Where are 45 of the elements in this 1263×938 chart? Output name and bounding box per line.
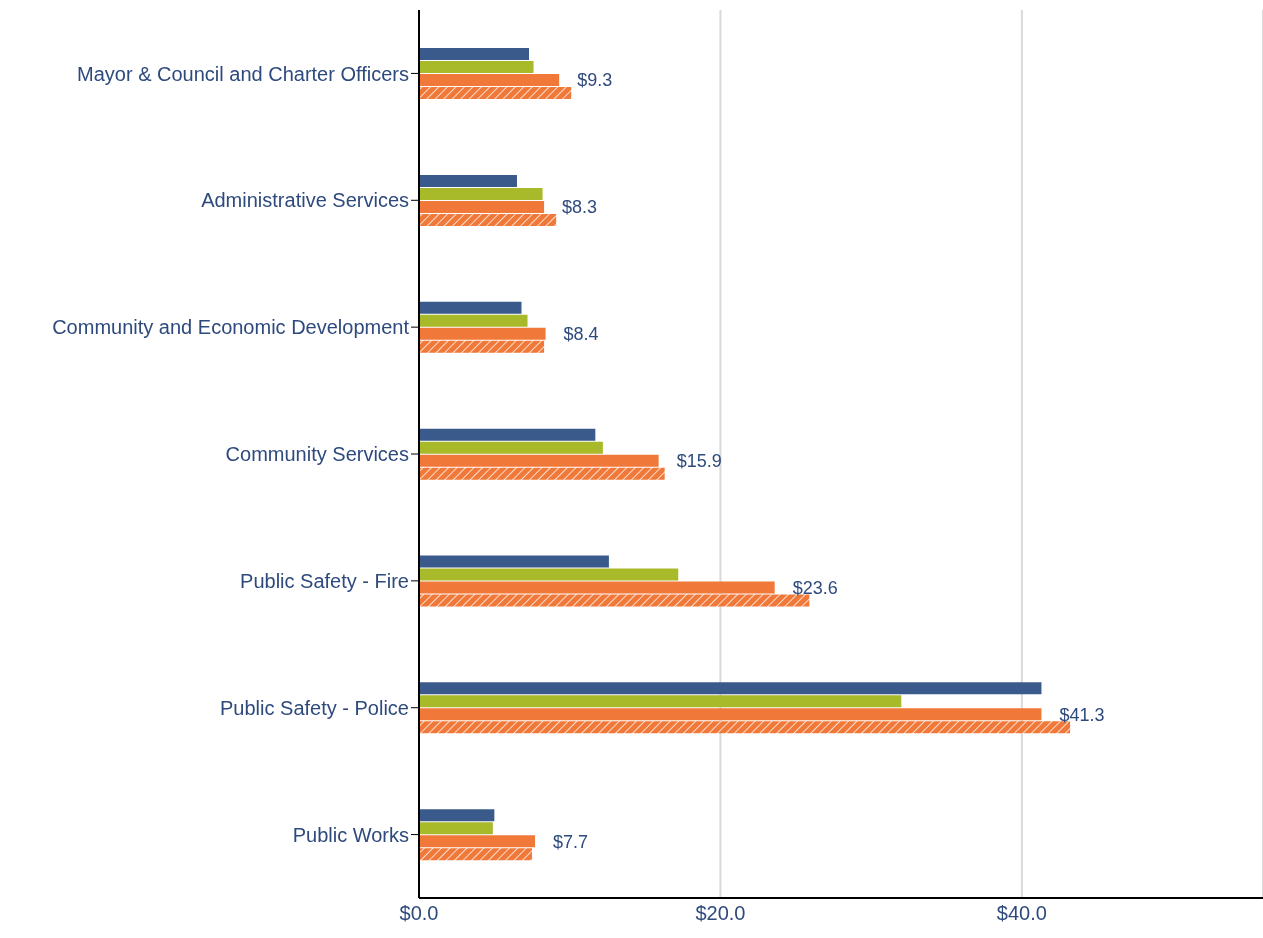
bar [419,200,545,213]
bar [419,555,609,568]
bar [419,835,536,848]
y-tick-label: Community Services [225,443,409,466]
x-tick-label: $40.0 [996,902,1047,925]
y-tick-label: Community and Economic Development [52,316,410,339]
y-tick-label: Public Safety - Police [220,696,409,719]
bar [419,441,603,454]
x-tick-label: $20.0 [695,902,746,925]
bar [419,174,517,187]
data-label: $41.3 [1059,704,1105,725]
bar [419,327,546,340]
bar [419,848,533,861]
bar [419,61,534,74]
bar [419,594,810,607]
data-label: $7.7 [553,831,589,852]
data-label: $9.3 [577,70,613,91]
y-tick-label: Administrative Services [201,189,409,212]
bar [419,682,1042,695]
data-label: $15.9 [676,450,722,471]
bar [419,721,1071,734]
bar [419,428,596,441]
bar [419,74,560,87]
data-label: $23.6 [792,577,838,598]
bar [419,340,545,353]
y-tick-label: Public Safety - Fire [240,569,409,592]
bar [419,213,557,226]
bar [419,454,659,467]
bar [419,581,775,594]
y-tick-label: Public Works [292,823,409,846]
bar [419,568,679,581]
bar [419,314,528,327]
x-tick-label: $0.0 [399,902,439,925]
data-label: $8.3 [562,197,598,218]
bar [419,467,665,480]
bar [419,809,495,822]
bar [419,87,572,100]
data-label: $8.4 [563,324,599,345]
bar [419,301,522,314]
bar [419,695,902,708]
bar [419,48,530,61]
bar [419,708,1042,721]
y-tick-label: Mayor & Council and Charter Officers [77,62,409,85]
bar [419,822,493,835]
bar [419,187,543,200]
